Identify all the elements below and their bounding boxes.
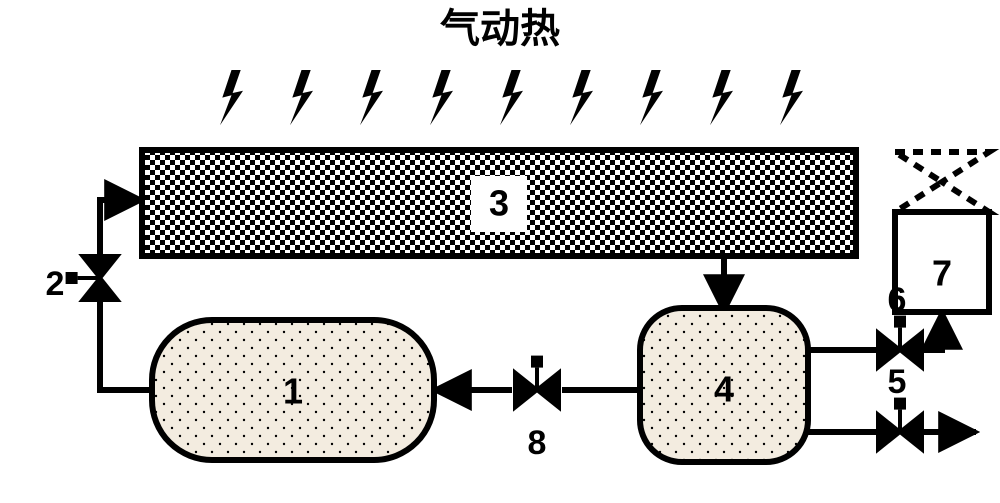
pipe-valve6-to-thruster <box>924 312 942 350</box>
heat-bolt-icon <box>290 70 313 125</box>
label-8: 8 <box>528 424 547 462</box>
heat-bolt-icon <box>780 70 803 125</box>
valve-6 <box>878 316 922 368</box>
label-4: 4 <box>714 369 734 410</box>
heat-bolt-icon <box>220 70 243 125</box>
label-5: 5 <box>888 363 907 401</box>
heat-bolt-icon <box>570 70 593 125</box>
heat-bolt-icon <box>710 70 733 125</box>
heat-bolt-icon <box>430 70 453 125</box>
valve-5 <box>878 398 922 450</box>
heat-bolt-icon <box>500 70 523 125</box>
heat-bolt-icon <box>640 70 663 125</box>
valve-2 <box>66 256 118 300</box>
heat-bolt-icon <box>360 70 383 125</box>
thruster-nozzle <box>895 152 989 212</box>
title-aerodynamic-heat: 气动热 <box>440 7 560 51</box>
label-6: 6 <box>888 281 907 319</box>
label-1: 1 <box>283 371 303 412</box>
valve-8 <box>515 356 559 408</box>
label-3: 3 <box>489 183 509 224</box>
pipe-valve2-to-block3 <box>100 200 142 254</box>
label-7: 7 <box>932 253 952 294</box>
label-2: 2 <box>46 265 65 303</box>
pipe-tank1-to-valve2 <box>100 302 152 390</box>
